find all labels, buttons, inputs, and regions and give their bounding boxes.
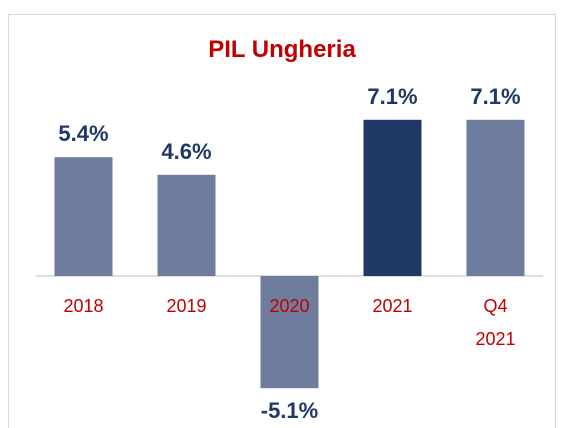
value-label: 5.4%	[58, 121, 109, 147]
x-tick-label: 2019	[166, 296, 207, 316]
chart-title: PIL Ungheria	[208, 36, 356, 63]
value-label: 4.6%	[161, 138, 212, 164]
value-label: 7.1%	[367, 83, 418, 109]
x-tick-label: 2018	[63, 296, 104, 316]
frame	[8, 14, 556, 428]
x-tick-label: 2020	[269, 296, 310, 316]
bar	[260, 276, 319, 389]
bar	[363, 119, 422, 276]
x-tick-label: Q4 2021	[475, 296, 516, 349]
bar	[54, 157, 113, 276]
bar	[466, 119, 525, 276]
x-tick-label: 2021	[372, 296, 413, 316]
value-label: 7.1%	[470, 83, 521, 109]
bar	[157, 174, 216, 276]
value-label: -5.1%	[260, 398, 319, 424]
